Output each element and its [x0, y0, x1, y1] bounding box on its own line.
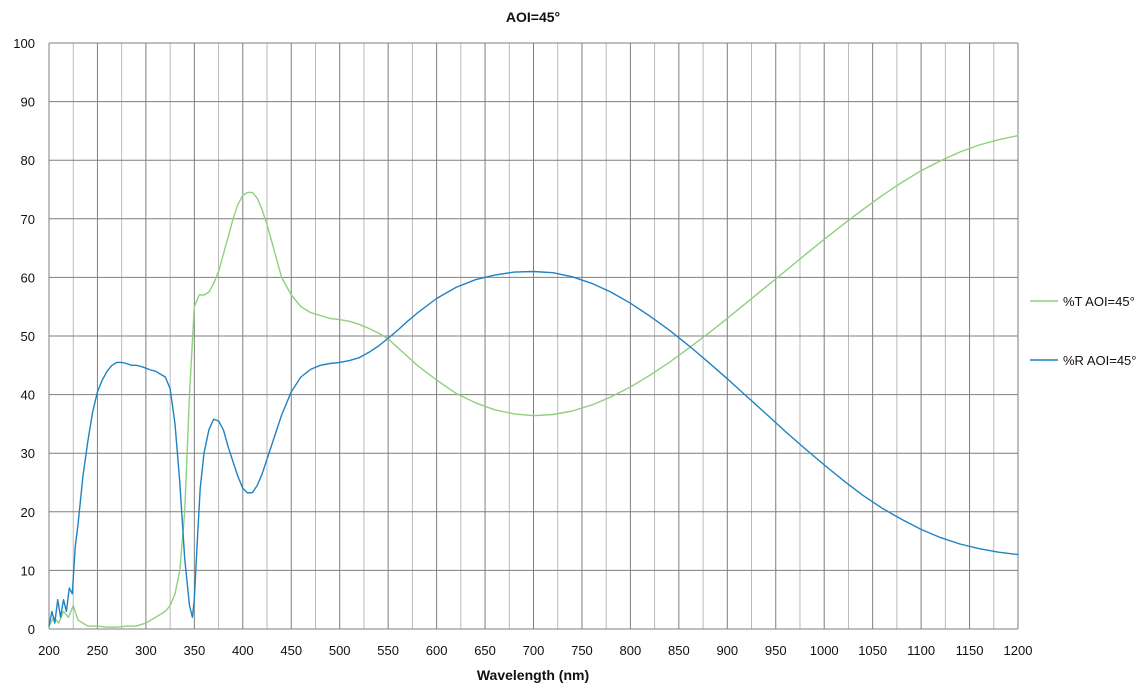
series-line-transmission	[48, 134, 1019, 628]
x-tick-label: 650	[474, 643, 496, 658]
x-tick-label: 700	[523, 643, 545, 658]
x-tick-label: 1150	[956, 643, 984, 658]
y-tick-label: 0	[28, 622, 35, 637]
tick-labels: 200 250 300 350 400 450 500 550 600 650 700 750 800 8…	[13, 36, 1032, 658]
chart-title: AOI=45°	[506, 9, 560, 25]
legend-label: %R AOI=45°	[1063, 353, 1137, 368]
y-tick-label: 50	[21, 329, 35, 344]
x-tick-label: 200	[38, 643, 60, 658]
x-tick-label: 950	[765, 643, 787, 658]
y-tick-label: 80	[21, 153, 35, 168]
y-tick-label: 30	[21, 446, 35, 461]
x-tick-label: 450	[280, 643, 302, 658]
x-tick-label: 1000	[810, 643, 839, 658]
legend: %T AOI=45° %R AOI=45°	[1030, 294, 1137, 368]
series-line-reflection	[48, 270, 1019, 627]
x-tick-label: 500	[329, 643, 351, 658]
x-tick-label: 800	[620, 643, 642, 658]
x-axis-label: Wavelength (nm)	[477, 667, 589, 683]
y-tick-label: 40	[21, 388, 35, 403]
x-tick-label: 1200	[1004, 643, 1033, 658]
y-tick-label: 90	[21, 95, 35, 110]
x-tick-label: 900	[716, 643, 738, 658]
y-tick-label: 10	[21, 563, 35, 578]
x-tick-label: 600	[426, 643, 448, 658]
axes	[48, 43, 1018, 630]
x-tick-label: 750	[571, 643, 593, 658]
x-tick-label: 1100	[907, 643, 935, 658]
grid-lines	[48, 42, 1019, 630]
legend-label: %T AOI=45°	[1063, 294, 1135, 309]
x-tick-label: 350	[183, 643, 205, 658]
x-tick-label: 250	[87, 643, 109, 658]
x-tick-label: 400	[232, 643, 254, 658]
y-tick-label: 20	[21, 505, 35, 520]
series-layer	[48, 134, 1019, 628]
y-tick-label: 70	[21, 212, 35, 227]
x-tick-label: 1050	[858, 643, 887, 658]
x-tick-label: 550	[377, 643, 399, 658]
x-tick-label: 850	[668, 643, 690, 658]
y-tick-label: 60	[21, 270, 35, 285]
x-tick-label: 300	[135, 643, 157, 658]
y-tick-label: 100	[13, 36, 35, 51]
